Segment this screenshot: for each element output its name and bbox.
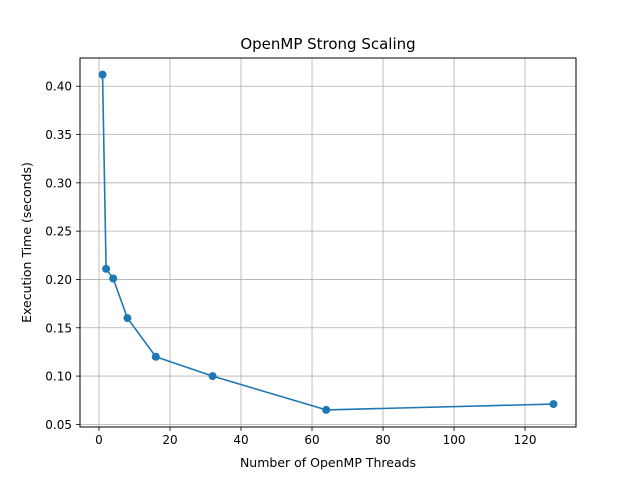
plot-frame [79, 57, 577, 428]
x-tick-label: 80 [375, 433, 390, 447]
x-tick-label: 20 [162, 433, 177, 447]
data-point [208, 372, 217, 381]
data-point [549, 400, 558, 409]
series-layer [98, 70, 558, 414]
y-tick-label: 0.35 [45, 128, 72, 142]
grid [80, 58, 576, 427]
y-tick-label: 0.40 [45, 80, 72, 94]
data-point [102, 264, 111, 273]
data-point [322, 405, 331, 414]
data-point [151, 352, 160, 361]
data-point [109, 274, 118, 283]
x-tick-label: 0 [95, 433, 103, 447]
data-point [123, 314, 132, 323]
x-axis: 0 20 40 60 80 100 120 [95, 427, 537, 447]
x-tick-label: 120 [514, 433, 537, 447]
x-tick-label: 60 [304, 433, 319, 447]
x-axis-label: Number of OpenMP Threads [240, 455, 416, 470]
y-tick-label: 0.15 [45, 321, 72, 335]
y-axis-label: Execution Time (seconds) [19, 162, 34, 323]
y-tick-label: 0.25 [45, 225, 72, 239]
y-tick-label: 0.30 [45, 176, 72, 190]
y-axis: 0.05 0.10 0.15 0.20 0.25 0.30 0.35 0.40 [45, 80, 80, 432]
y-tick-label: 0.20 [45, 273, 72, 287]
data-point [98, 70, 107, 79]
x-tick-label: 100 [443, 433, 466, 447]
y-tick-label: 0.10 [45, 370, 72, 384]
y-tick-label: 0.05 [45, 418, 72, 432]
chart-title: OpenMP Strong Scaling [240, 35, 415, 53]
x-tick-label: 40 [233, 433, 248, 447]
